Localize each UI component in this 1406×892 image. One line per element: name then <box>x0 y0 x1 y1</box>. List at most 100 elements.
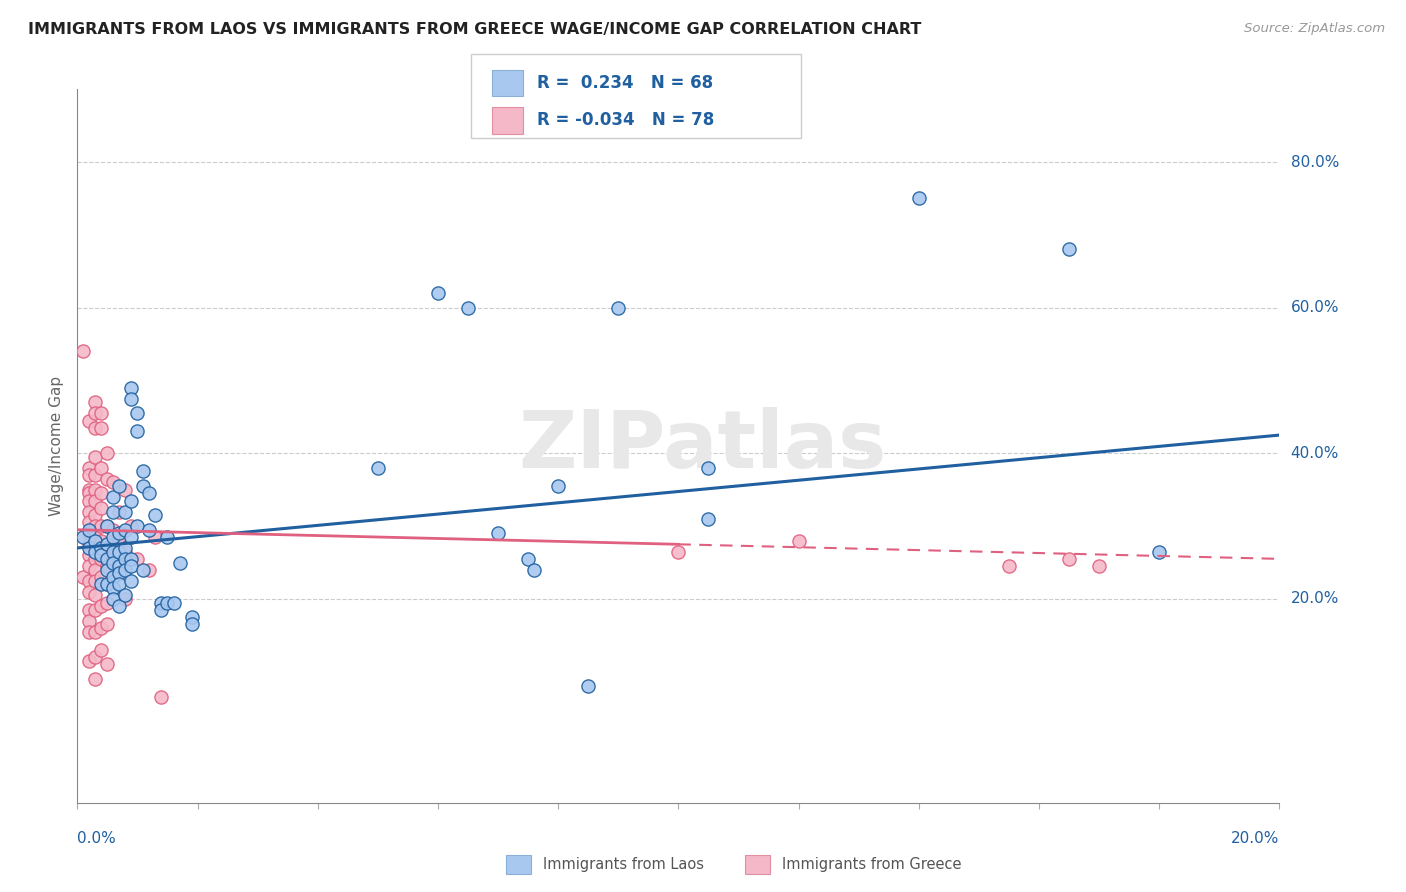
Point <box>114 588 136 602</box>
Point <box>79 523 101 537</box>
Point <box>90 599 112 614</box>
Point <box>114 504 136 518</box>
Point <box>156 596 179 610</box>
Point <box>84 603 107 617</box>
Point <box>90 406 112 420</box>
Point <box>697 512 720 526</box>
Point <box>180 610 202 624</box>
Point <box>108 566 131 581</box>
Point <box>84 544 107 558</box>
Point <box>132 479 155 493</box>
Text: Immigrants from Greece: Immigrants from Greece <box>782 857 962 871</box>
Point <box>96 577 118 591</box>
Point <box>90 421 112 435</box>
Point <box>1088 559 1111 574</box>
Point <box>180 617 202 632</box>
Point <box>79 486 101 500</box>
Point <box>668 544 690 558</box>
Point <box>103 523 125 537</box>
Text: 0.0%: 0.0% <box>77 831 117 847</box>
Point <box>96 537 118 551</box>
Point <box>79 584 101 599</box>
Point <box>127 552 149 566</box>
Point <box>150 690 173 705</box>
Point <box>127 406 149 420</box>
Text: 80.0%: 80.0% <box>1291 154 1339 169</box>
Point <box>90 519 112 533</box>
Point <box>103 541 125 555</box>
Point <box>103 581 125 595</box>
Point <box>108 530 131 544</box>
Point <box>108 599 131 614</box>
Text: 60.0%: 60.0% <box>1291 300 1339 315</box>
Point <box>79 493 101 508</box>
Point <box>120 552 142 566</box>
Text: R = -0.034   N = 78: R = -0.034 N = 78 <box>537 112 714 129</box>
Point <box>103 530 125 544</box>
Point <box>162 596 184 610</box>
Point <box>108 526 131 541</box>
Point <box>108 577 131 591</box>
Point <box>120 574 142 588</box>
Point <box>96 559 118 574</box>
Point <box>96 541 118 555</box>
Point <box>150 603 173 617</box>
Point <box>145 508 167 523</box>
Point <box>84 650 107 665</box>
Point <box>132 563 155 577</box>
Point <box>998 559 1021 574</box>
Point <box>547 479 569 493</box>
Point <box>108 504 131 518</box>
Point <box>103 556 125 570</box>
Point <box>120 559 142 574</box>
Point <box>79 537 101 551</box>
Y-axis label: Wage/Income Gap: Wage/Income Gap <box>49 376 65 516</box>
Point <box>79 483 101 497</box>
Point <box>79 413 101 427</box>
Point <box>96 472 118 486</box>
Point <box>84 624 107 639</box>
Point <box>90 552 112 566</box>
Text: ZIPatlas: ZIPatlas <box>519 407 887 485</box>
Point <box>486 526 509 541</box>
Point <box>90 570 112 584</box>
Point <box>84 541 107 555</box>
Point <box>96 563 118 577</box>
Point <box>79 541 101 555</box>
Point <box>72 570 94 584</box>
Point <box>79 603 101 617</box>
Point <box>787 533 810 548</box>
Point <box>79 624 101 639</box>
Text: 40.0%: 40.0% <box>1291 446 1339 461</box>
Point <box>114 591 136 606</box>
Point <box>96 519 118 533</box>
Point <box>576 679 599 693</box>
Point <box>96 617 118 632</box>
Point <box>84 468 107 483</box>
Point <box>96 596 118 610</box>
Point <box>103 475 125 490</box>
Point <box>90 621 112 635</box>
Text: 20.0%: 20.0% <box>1291 591 1339 607</box>
Point <box>120 392 142 406</box>
Point <box>145 530 167 544</box>
Point <box>84 530 107 544</box>
Point <box>84 421 107 435</box>
Point <box>79 460 101 475</box>
Point <box>90 577 112 591</box>
Point <box>127 519 149 533</box>
Text: R =  0.234   N = 68: R = 0.234 N = 68 <box>537 74 713 92</box>
Point <box>72 530 94 544</box>
Point <box>169 556 191 570</box>
Point <box>84 395 107 409</box>
Point <box>90 500 112 515</box>
Point <box>96 657 118 672</box>
Point <box>90 486 112 500</box>
Point <box>138 523 160 537</box>
Point <box>90 548 112 562</box>
Point <box>90 533 112 548</box>
Point <box>908 191 931 205</box>
Point <box>84 563 107 577</box>
Point <box>103 570 125 584</box>
Text: IMMIGRANTS FROM LAOS VS IMMIGRANTS FROM GREECE WAGE/INCOME GAP CORRELATION CHART: IMMIGRANTS FROM LAOS VS IMMIGRANTS FROM … <box>28 22 921 37</box>
